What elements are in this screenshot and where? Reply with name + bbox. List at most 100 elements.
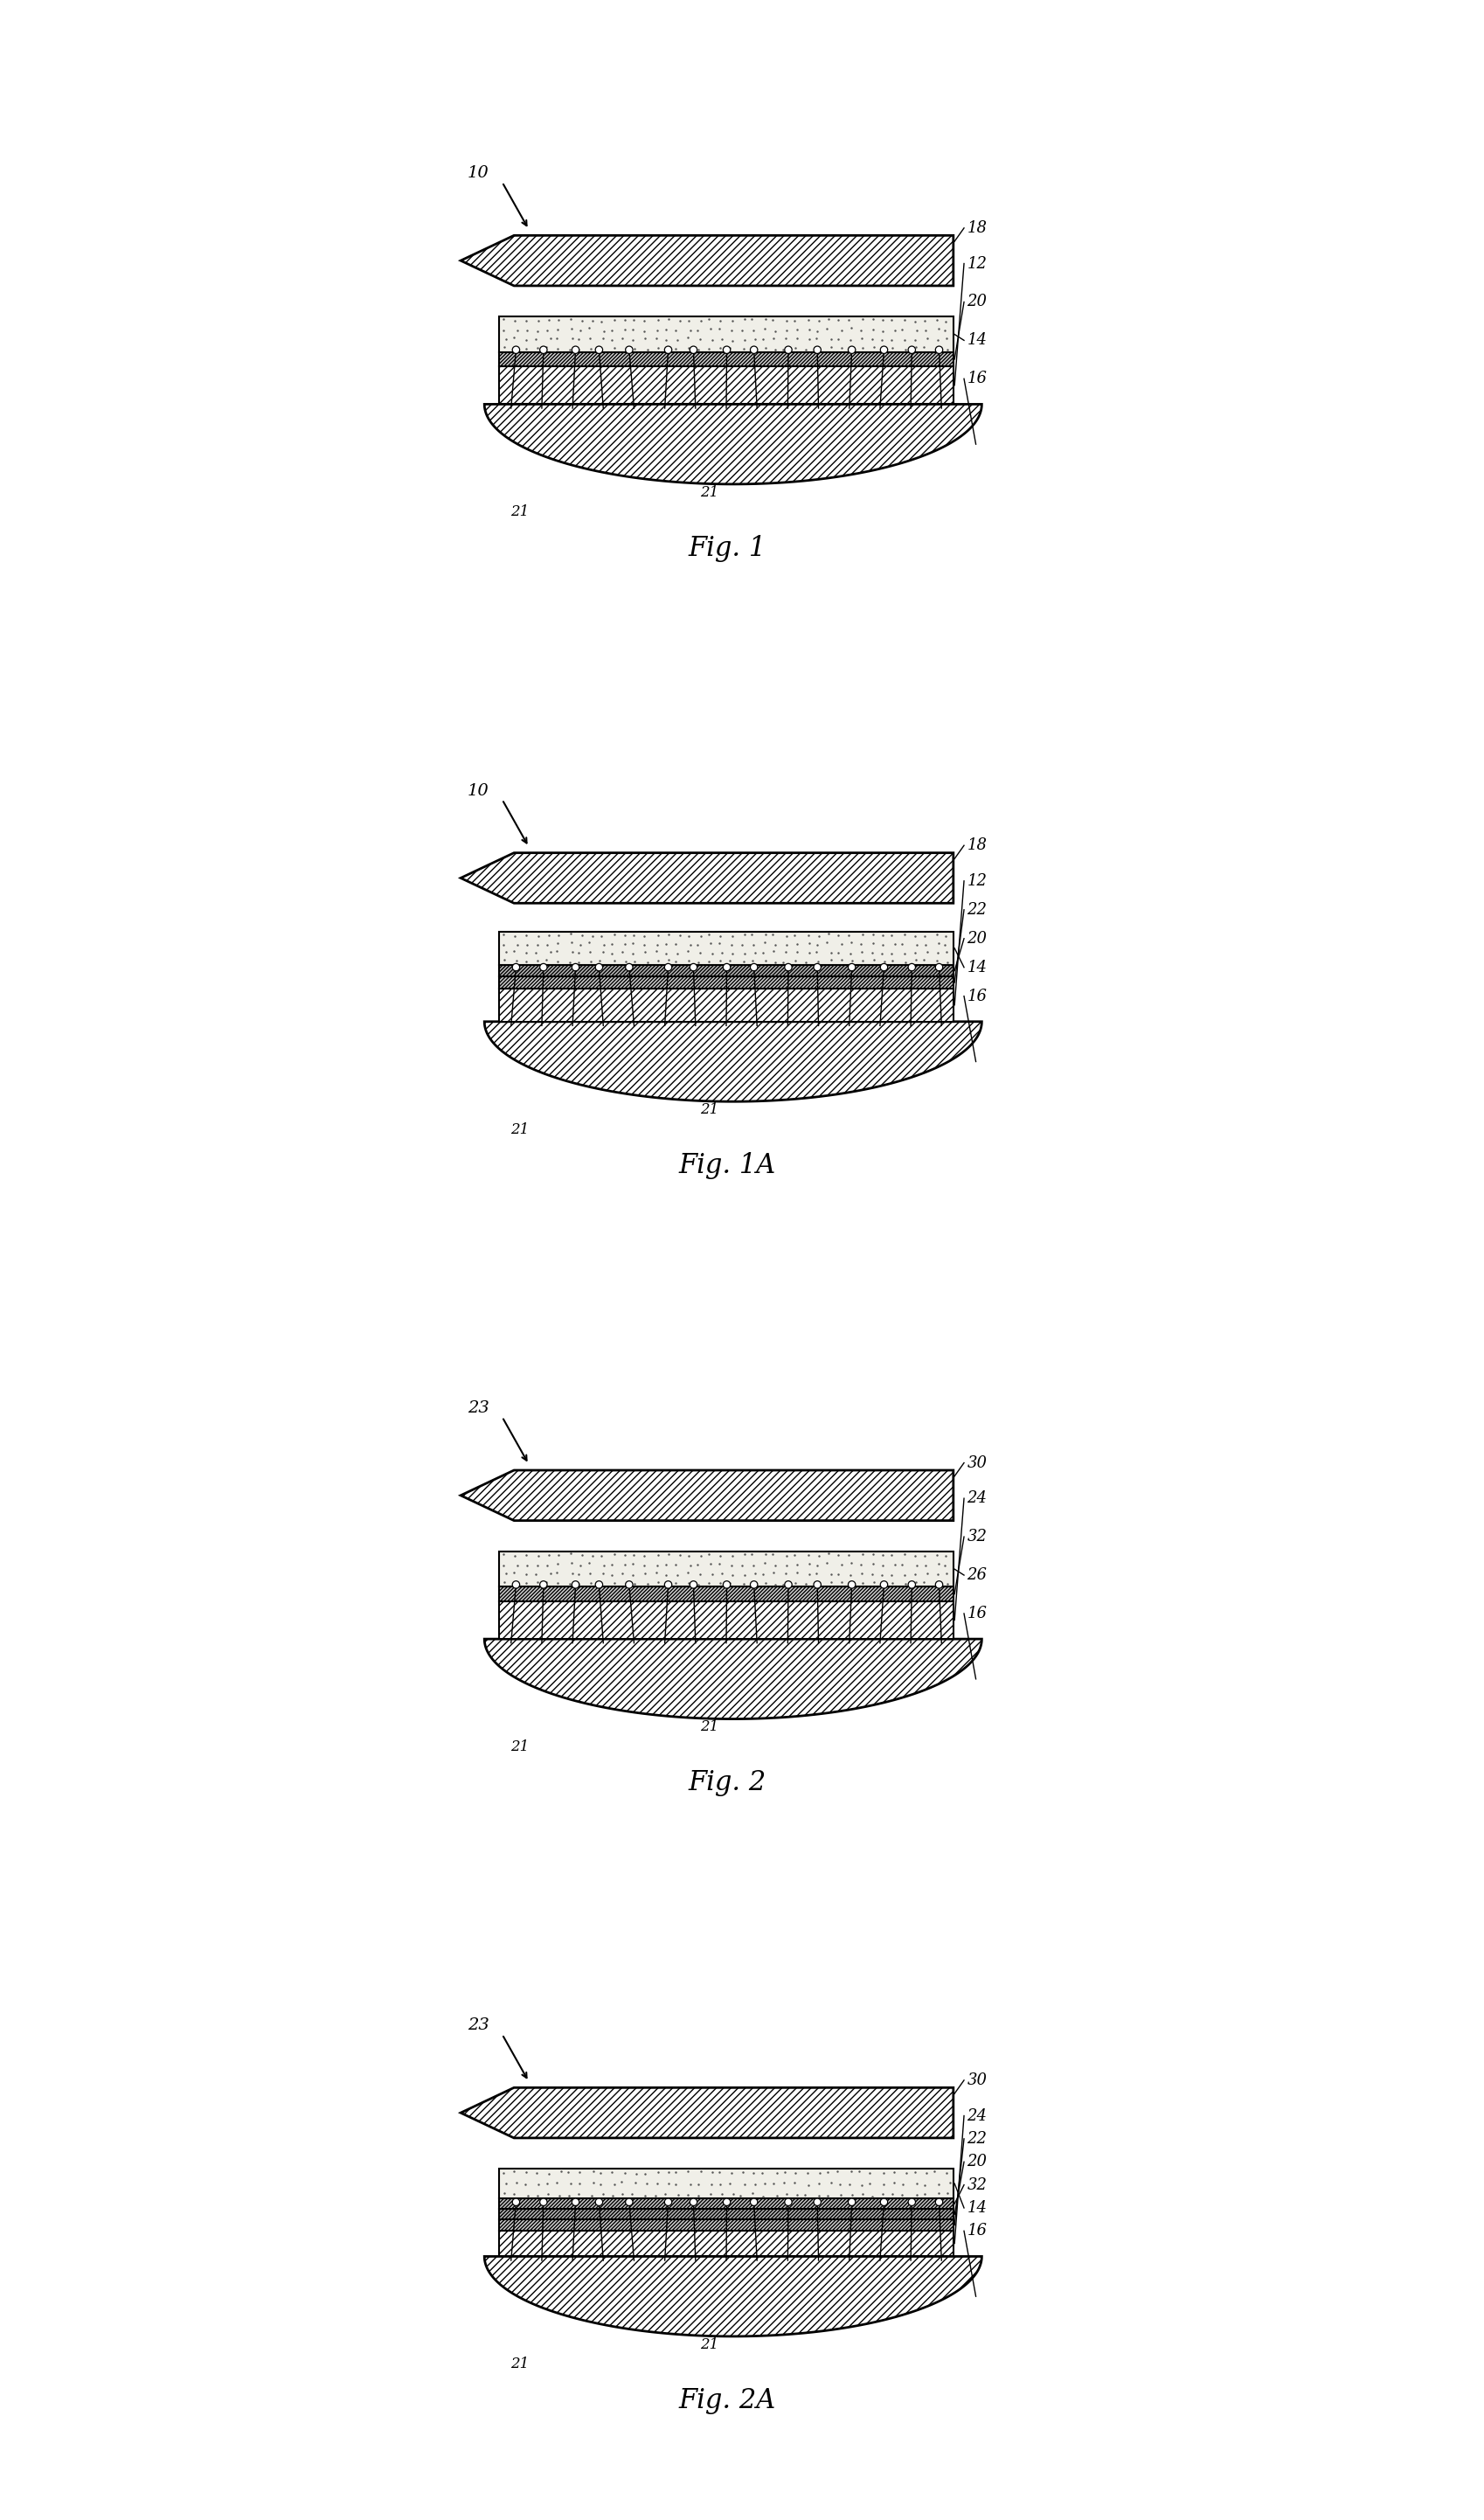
Text: 21: 21 xyxy=(510,1121,530,1137)
Circle shape xyxy=(880,963,887,970)
Circle shape xyxy=(935,345,942,353)
Text: 24: 24 xyxy=(968,2107,987,2124)
Bar xyxy=(499,2230,953,2255)
Circle shape xyxy=(540,2197,548,2205)
Bar xyxy=(499,318,953,353)
Bar xyxy=(499,2197,953,2210)
Text: 23: 23 xyxy=(467,1401,490,1416)
Circle shape xyxy=(665,345,672,353)
Circle shape xyxy=(571,2197,579,2205)
Text: 30: 30 xyxy=(968,1454,987,1472)
Bar xyxy=(499,2170,953,2197)
Circle shape xyxy=(785,963,792,970)
Circle shape xyxy=(935,963,942,970)
Polygon shape xyxy=(460,852,953,902)
Text: 22: 22 xyxy=(968,902,987,917)
Bar xyxy=(499,1600,953,1638)
Text: 10: 10 xyxy=(467,784,490,799)
Text: 12: 12 xyxy=(968,255,987,272)
Circle shape xyxy=(595,1580,603,1588)
Circle shape xyxy=(690,345,697,353)
Circle shape xyxy=(849,1580,855,1588)
Circle shape xyxy=(935,1580,942,1588)
Bar xyxy=(499,988,953,1021)
Text: 16: 16 xyxy=(968,988,987,1003)
Bar xyxy=(499,2230,953,2255)
Circle shape xyxy=(813,345,821,353)
Bar xyxy=(499,365,953,403)
Text: 24: 24 xyxy=(968,1489,987,1507)
Circle shape xyxy=(512,963,519,970)
Circle shape xyxy=(751,1580,758,1588)
Bar xyxy=(499,965,953,978)
Text: 16: 16 xyxy=(968,370,987,386)
Circle shape xyxy=(625,1580,632,1588)
Text: 32: 32 xyxy=(968,2177,987,2192)
Circle shape xyxy=(595,963,603,970)
Circle shape xyxy=(571,345,579,353)
Circle shape xyxy=(723,1580,730,1588)
Text: 30: 30 xyxy=(968,2071,987,2089)
Text: 18: 18 xyxy=(968,837,987,854)
Circle shape xyxy=(849,345,855,353)
Circle shape xyxy=(571,963,579,970)
Polygon shape xyxy=(460,234,953,285)
Circle shape xyxy=(665,2197,672,2205)
Text: 21: 21 xyxy=(700,1719,718,1734)
Circle shape xyxy=(813,963,821,970)
Bar xyxy=(499,353,953,365)
Polygon shape xyxy=(460,1469,953,1520)
Circle shape xyxy=(595,2197,603,2205)
Circle shape xyxy=(690,2197,697,2205)
Circle shape xyxy=(723,345,730,353)
Circle shape xyxy=(690,1580,697,1588)
Circle shape xyxy=(723,963,730,970)
Text: 14: 14 xyxy=(968,960,987,975)
Polygon shape xyxy=(484,1021,982,1101)
Text: Fig. 2: Fig. 2 xyxy=(689,1769,766,1797)
Text: 18: 18 xyxy=(968,219,987,237)
Circle shape xyxy=(935,2197,942,2205)
Text: 21: 21 xyxy=(510,1739,530,1754)
Polygon shape xyxy=(484,2255,982,2336)
Circle shape xyxy=(908,2197,916,2205)
Bar xyxy=(499,2220,953,2230)
Circle shape xyxy=(512,345,519,353)
Circle shape xyxy=(512,2197,519,2205)
Circle shape xyxy=(625,345,632,353)
Polygon shape xyxy=(484,1638,982,1719)
Circle shape xyxy=(540,1580,548,1588)
Text: 10: 10 xyxy=(467,166,490,181)
Circle shape xyxy=(625,2197,632,2205)
Text: 20: 20 xyxy=(968,2155,987,2170)
Circle shape xyxy=(849,963,855,970)
Circle shape xyxy=(723,2197,730,2205)
Text: 32: 32 xyxy=(968,1530,987,1545)
Polygon shape xyxy=(460,2087,953,2137)
Text: 14: 14 xyxy=(968,333,987,348)
Circle shape xyxy=(512,1580,519,1588)
Circle shape xyxy=(908,345,916,353)
Text: 20: 20 xyxy=(968,295,987,310)
Circle shape xyxy=(908,1580,916,1588)
Circle shape xyxy=(908,963,916,970)
Bar xyxy=(499,1552,953,1588)
Circle shape xyxy=(785,345,792,353)
Text: 20: 20 xyxy=(968,930,987,948)
Bar xyxy=(499,978,953,988)
Text: 21: 21 xyxy=(700,484,718,499)
Circle shape xyxy=(785,2197,792,2205)
Circle shape xyxy=(595,345,603,353)
Bar xyxy=(499,978,953,988)
Circle shape xyxy=(540,345,548,353)
Bar xyxy=(499,2210,953,2220)
Text: 16: 16 xyxy=(968,1605,987,1620)
Circle shape xyxy=(880,345,887,353)
Text: 21: 21 xyxy=(700,1101,718,1116)
Bar xyxy=(499,1588,953,1600)
Circle shape xyxy=(785,1580,792,1588)
Bar xyxy=(499,2210,953,2220)
Text: Fig. 1: Fig. 1 xyxy=(689,534,766,562)
Circle shape xyxy=(625,963,632,970)
Bar xyxy=(499,2197,953,2210)
